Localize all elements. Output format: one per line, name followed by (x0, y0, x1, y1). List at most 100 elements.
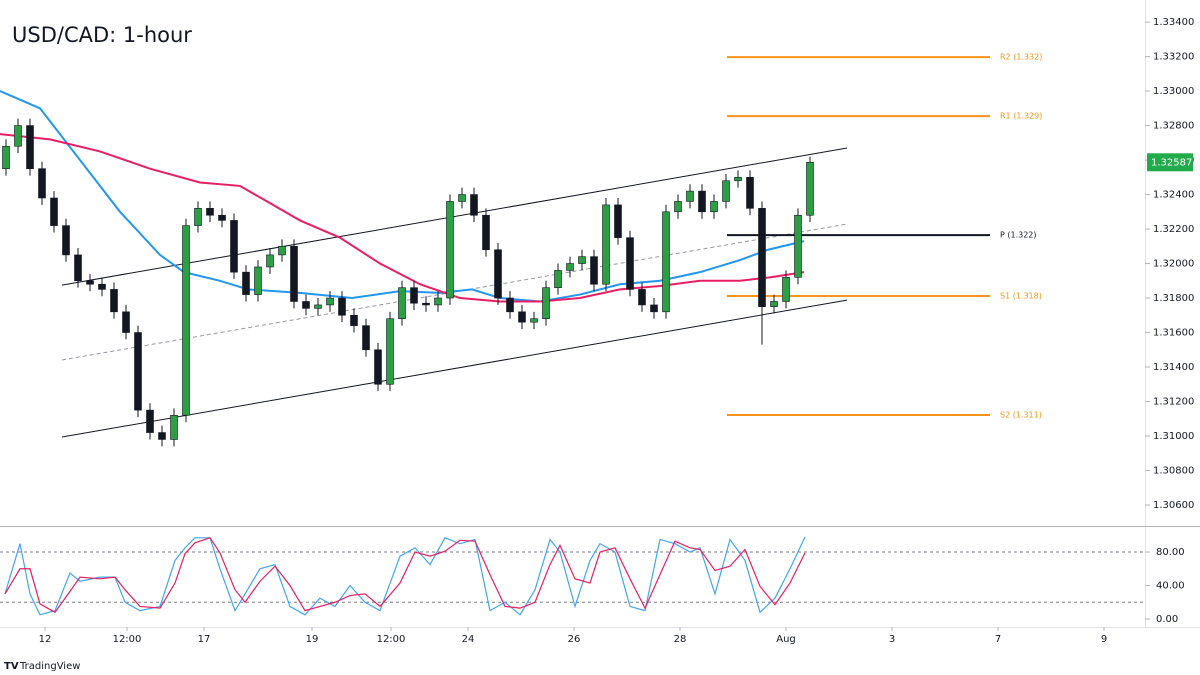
moving-average (0, 90, 805, 303)
candle-body (146, 409, 154, 433)
candle-body (446, 201, 454, 299)
x-tick-label: 17 (198, 634, 211, 645)
candle-body (230, 220, 238, 273)
candle-body (542, 287, 550, 320)
x-tick-label: 12:00 (113, 634, 142, 645)
candle-body (470, 194, 478, 216)
candle-body (98, 283, 106, 290)
y-tick-label: 1.32000 (1153, 259, 1194, 270)
oscillator-line (4, 536, 806, 616)
candle-body (506, 297, 514, 313)
candle-body (314, 304, 322, 309)
candle-body (770, 301, 778, 307)
y-tick-label: 1.31200 (1153, 397, 1194, 408)
candle-body (626, 237, 634, 290)
candle-body (338, 297, 346, 316)
candle-body (362, 325, 370, 351)
candle-body (182, 225, 190, 416)
candle-body (458, 194, 466, 202)
x-tick-label: 3 (889, 634, 895, 645)
candle-body (674, 201, 682, 213)
x-tick-label: 26 (568, 634, 581, 645)
y-tick-label: 1.31400 (1153, 362, 1194, 373)
candle-body (698, 190, 706, 213)
candle-body (290, 245, 298, 302)
candle-body (242, 271, 250, 295)
candle-body (158, 432, 166, 440)
candle-body (686, 190, 694, 202)
candle-body (482, 214, 490, 251)
candle-body (746, 176, 754, 209)
candle-body (50, 197, 58, 226)
candle-body (530, 318, 538, 323)
candle-body (278, 245, 286, 256)
y-tick-label: 1.32400 (1153, 190, 1194, 201)
logo: TV (4, 661, 19, 672)
y-tick-label: 1.32800 (1153, 121, 1194, 132)
candle-body (254, 266, 262, 295)
candle-body (302, 301, 310, 309)
candle-body (494, 249, 502, 299)
candle-body (710, 201, 718, 213)
y-tick-label: 40.00 (1156, 581, 1185, 592)
chart-title: USD/CAD: 1-hour (12, 23, 192, 47)
x-tick-label: Aug (776, 634, 796, 645)
candle-body (758, 208, 766, 307)
y-tick-label: 1.32200 (1153, 224, 1194, 235)
x-tick-label: 12:00 (377, 634, 406, 645)
candle-body (26, 125, 34, 169)
candle-body (74, 254, 82, 282)
y-tick-label: 1.31000 (1153, 431, 1194, 442)
y-tick-label: 0.00 (1156, 614, 1178, 625)
candle-body (722, 180, 730, 202)
x-tick-label: 19 (306, 634, 319, 645)
last-price-label: 1.32587 (1151, 157, 1192, 168)
y-tick-label: 1.33200 (1153, 52, 1194, 63)
candle-body (662, 211, 670, 313)
y-tick-label: 80.00 (1156, 547, 1185, 558)
candle-body (2, 145, 10, 169)
x-tick-label: 9 (1101, 634, 1107, 645)
candle-body (650, 304, 658, 313)
candle-body (122, 311, 130, 333)
y-tick-label: 1.31800 (1153, 293, 1194, 304)
candle-body (326, 297, 334, 306)
candle-body (782, 277, 790, 302)
candle-body (170, 415, 178, 440)
candle-body (62, 225, 70, 256)
candle-body (194, 208, 202, 226)
candle-body (266, 254, 274, 268)
watermark: TradingView (19, 661, 80, 672)
candle-body (614, 204, 622, 238)
candle-body (794, 214, 802, 278)
candle-body (134, 332, 142, 411)
x-tick-label: 7 (995, 634, 1001, 645)
x-tick-label: 12 (39, 634, 52, 645)
candle-body (398, 287, 406, 320)
trendline (61, 299, 848, 438)
candle-body (206, 208, 214, 216)
candle-body (38, 168, 46, 199)
candle-body (86, 280, 94, 285)
level-label: S1 (1.318) (1000, 291, 1042, 300)
candle-body (422, 302, 430, 306)
candle-body (806, 161, 814, 216)
candle-body (638, 289, 646, 306)
y-tick-label: 1.30800 (1153, 465, 1194, 476)
x-tick-label: 24 (462, 634, 475, 645)
candle-body (218, 214, 226, 221)
candle-body (350, 314, 358, 326)
candle-body (734, 176, 742, 182)
candle-body (518, 311, 526, 323)
level-label: S2 (1.311) (1000, 410, 1042, 419)
candle-body (554, 270, 562, 288)
y-tick-label: 1.33000 (1153, 86, 1194, 97)
y-tick-label: 1.31600 (1153, 328, 1194, 339)
candle-body (374, 349, 382, 385)
candle-body (14, 125, 22, 147)
candle-body (602, 204, 610, 285)
candle-body (566, 263, 574, 271)
level-label: R1 (1.329) (1000, 112, 1042, 121)
candle-body (410, 287, 418, 304)
